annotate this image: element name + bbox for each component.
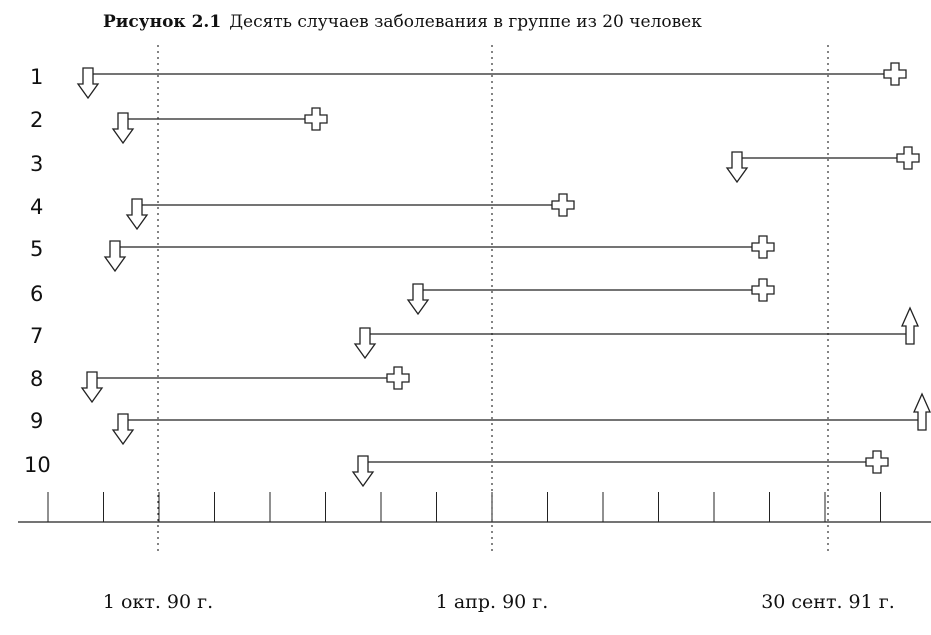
onset-arrow bbox=[353, 327, 377, 360]
row-label: 8 bbox=[30, 367, 43, 391]
death-cross bbox=[386, 366, 410, 390]
onset-arrow bbox=[76, 67, 100, 100]
axis-ticks bbox=[47, 492, 881, 522]
date-label: 1 апр. 90 г. bbox=[436, 591, 549, 613]
death-cross bbox=[896, 146, 920, 170]
onset-arrow bbox=[406, 283, 430, 316]
death-cross bbox=[751, 235, 775, 259]
title-text: Десять случаев заболевания в группе из 2… bbox=[229, 12, 702, 32]
title: Рисунок 2.1 Десять случаев заболевания в … bbox=[103, 12, 702, 32]
date-label: 30 сент. 91 г. bbox=[761, 591, 895, 613]
date-labels: 1 окт. 90 г. 1 апр. 90 г. 30 сент. 91 г. bbox=[103, 591, 895, 613]
row-label: 1 bbox=[30, 65, 43, 89]
row-label: 10 bbox=[24, 453, 51, 477]
row-label: 6 bbox=[30, 282, 43, 306]
date-label: 1 окт. 90 г. bbox=[103, 591, 213, 613]
death-cross bbox=[751, 278, 775, 302]
death-cross bbox=[883, 62, 907, 86]
row-label: 2 bbox=[30, 108, 43, 132]
row-label: 7 bbox=[30, 324, 43, 348]
row-label: 4 bbox=[30, 195, 43, 219]
reference-lines bbox=[157, 45, 829, 555]
death-cross bbox=[865, 450, 889, 474]
onset-arrow bbox=[351, 455, 375, 488]
censor-arrow bbox=[900, 306, 920, 345]
onset-arrow bbox=[103, 240, 127, 273]
onset-arrow bbox=[80, 371, 104, 404]
onset-arrow bbox=[111, 413, 135, 446]
death-cross bbox=[304, 107, 328, 131]
row-label: 3 bbox=[30, 152, 43, 176]
cases: 1 2 3 4 5 6 7 8 9 10 bbox=[24, 62, 931, 488]
title-number: Рисунок 2.1 bbox=[103, 12, 221, 32]
death-cross bbox=[551, 193, 575, 217]
row-label: 5 bbox=[30, 237, 43, 261]
onset-arrow bbox=[125, 198, 149, 231]
onset-arrow bbox=[725, 151, 749, 184]
row-label: 9 bbox=[30, 409, 43, 433]
censor-arrow bbox=[912, 392, 931, 431]
onset-arrow bbox=[111, 112, 135, 145]
